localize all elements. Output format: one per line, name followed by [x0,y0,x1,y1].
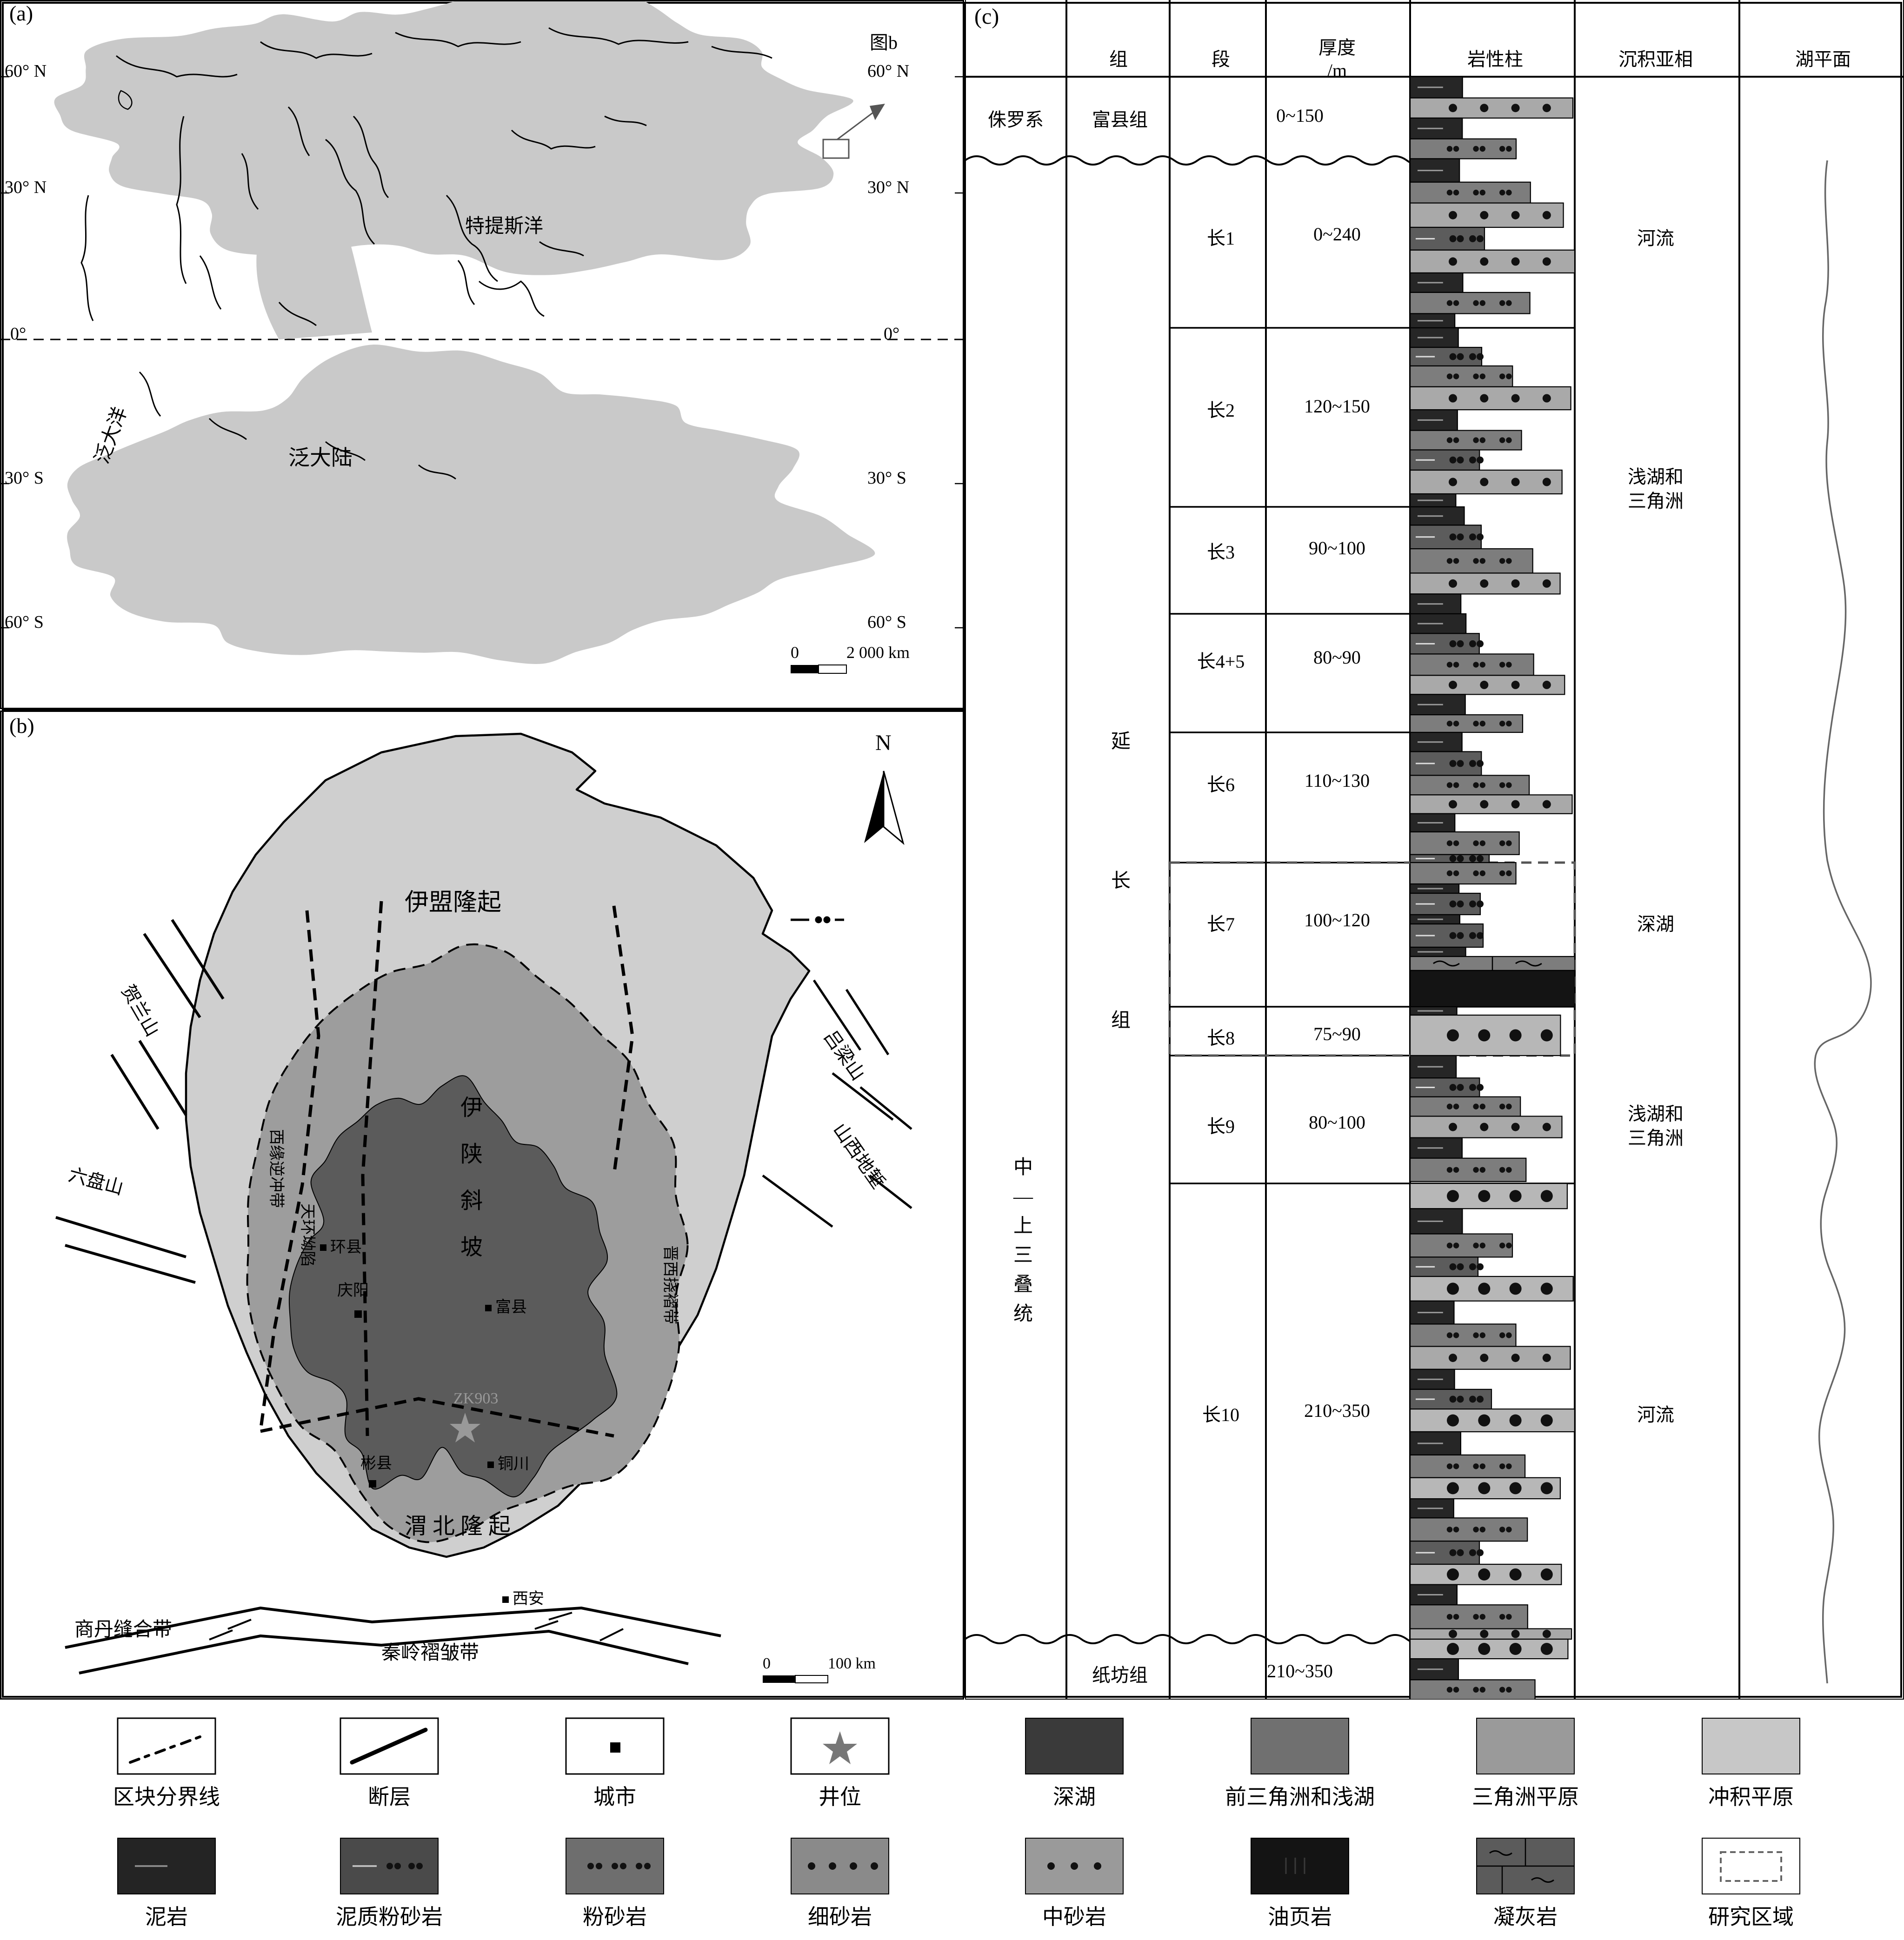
svg-text:冲积平原: 冲积平原 [1708,1785,1794,1809]
svg-text:环县: 环县 [330,1239,362,1256]
svg-text:深湖: 深湖 [1053,1785,1096,1809]
svg-text:陕: 陕 [460,1142,483,1167]
svg-text:区块分界线: 区块分界线 [113,1785,220,1809]
svg-text:研究区域: 研究区域 [1708,1905,1794,1929]
svg-text:伊: 伊 [460,1096,483,1120]
svg-text:30° S: 30° S [5,468,44,488]
svg-text:30° S: 30° S [867,468,906,488]
svg-text:30° N: 30° N [5,178,47,197]
svg-text:60° S: 60° S [867,612,906,632]
svg-text:ZK903: ZK903 [453,1390,498,1407]
svg-text:城市: 城市 [593,1785,636,1809]
svg-text:西缘逆冲带: 西缘逆冲带 [267,1129,285,1208]
svg-text:贺兰山: 贺兰山 [117,981,163,1040]
svg-text:吕梁山: 吕梁山 [820,1026,869,1084]
svg-text:井位: 井位 [819,1785,861,1809]
svg-text:斜: 斜 [460,1189,483,1213]
svg-text:山西地堑: 山西地堑 [829,1119,889,1192]
svg-text:泛大陆: 泛大陆 [288,446,353,470]
svg-text:泥质粉砂岩: 泥质粉砂岩 [336,1905,443,1929]
svg-text:前三角洲和浅湖: 前三角洲和浅湖 [1225,1785,1375,1809]
svg-text:天环坳陷: 天环坳陷 [299,1203,316,1267]
svg-text:0: 0 [791,643,799,662]
svg-text:0°: 0° [10,324,26,344]
svg-text:100 km: 100 km [828,1655,876,1672]
svg-text:六盘山: 六盘山 [67,1164,126,1199]
svg-text:0°: 0° [884,324,899,344]
svg-text:60° S: 60° S [5,612,44,632]
svg-text:彬县: 彬县 [360,1455,392,1472]
svg-text:特提斯洋: 特提斯洋 [465,216,543,237]
svg-text:0: 0 [763,1655,771,1672]
svg-text:图b: 图b [870,32,898,53]
svg-text:渭 北 隆 起: 渭 北 隆 起 [405,1514,511,1539]
svg-text:商丹缝合带: 商丹缝合带 [74,1619,172,1641]
svg-text:凝灰岩: 凝灰岩 [1493,1905,1558,1929]
svg-text:庆阳: 庆阳 [337,1282,369,1299]
svg-text:秦岭褶皱带: 秦岭褶皱带 [381,1642,479,1664]
svg-text:30° N: 30° N [867,178,909,197]
svg-text:粉砂岩: 粉砂岩 [583,1905,647,1929]
svg-text:油页岩: 油页岩 [1268,1905,1332,1929]
svg-text:三角洲平原: 三角洲平原 [1472,1785,1579,1809]
svg-text:N: N [875,731,892,755]
svg-text:晋西挠褶带: 晋西挠褶带 [661,1245,679,1324]
svg-text:细砂岩: 细砂岩 [808,1905,872,1929]
svg-text:断层: 断层 [368,1785,411,1809]
svg-text:中砂岩: 中砂岩 [1042,1905,1106,1929]
svg-text:60° N: 60° N [5,61,47,81]
svg-text:富县: 富县 [495,1298,527,1316]
svg-text:泥岩: 泥岩 [145,1905,188,1929]
svg-text:铜川: 铜川 [498,1455,529,1473]
svg-text:坡: 坡 [460,1235,483,1260]
svg-text:伊盟隆起: 伊盟隆起 [405,890,501,916]
svg-text:西安: 西安 [513,1590,544,1608]
svg-text:2 000 km: 2 000 km [846,643,910,662]
svg-text:60° N: 60° N [867,61,909,81]
